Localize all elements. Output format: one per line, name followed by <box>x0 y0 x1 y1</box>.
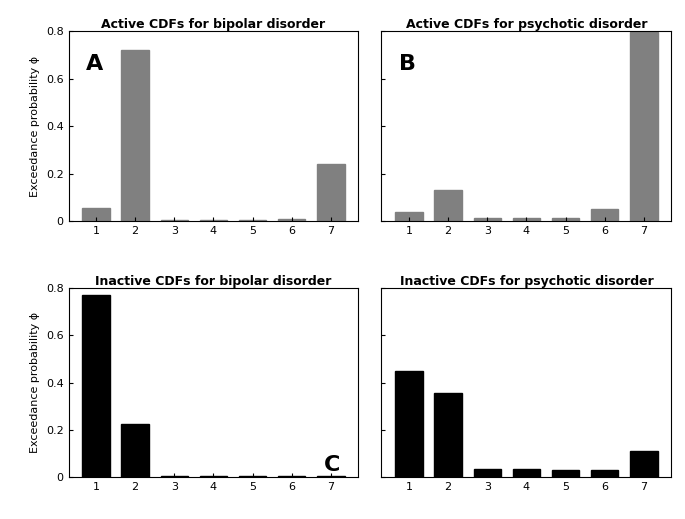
Bar <box>552 470 580 477</box>
Bar <box>395 371 423 477</box>
Y-axis label: Exceedance probability ϕ: Exceedance probability ϕ <box>30 56 40 197</box>
Bar <box>630 32 658 221</box>
Bar <box>278 476 306 477</box>
Bar <box>200 476 227 477</box>
Title: Active CDFs for psychotic disorder: Active CDFs for psychotic disorder <box>406 18 647 31</box>
Bar <box>473 218 501 221</box>
Title: Inactive CDFs for bipolar disorder: Inactive CDFs for bipolar disorder <box>95 275 332 288</box>
Bar <box>630 452 658 477</box>
Bar <box>239 476 266 477</box>
Bar <box>434 393 462 477</box>
Bar <box>512 469 540 477</box>
Bar <box>395 212 423 221</box>
Bar <box>160 220 188 221</box>
Bar <box>278 218 306 221</box>
Text: A: A <box>86 54 103 74</box>
Bar <box>82 208 110 221</box>
Bar <box>82 295 110 477</box>
Title: Inactive CDFs for psychotic disorder: Inactive CDFs for psychotic disorder <box>399 275 653 288</box>
Bar <box>434 190 462 221</box>
Text: C: C <box>323 455 340 475</box>
Text: B: B <box>399 54 416 74</box>
Bar <box>121 424 149 477</box>
Bar <box>317 164 345 221</box>
Bar <box>121 50 149 221</box>
Bar <box>473 469 501 477</box>
Text: D: D <box>636 455 655 475</box>
Bar <box>512 218 540 221</box>
Title: Active CDFs for bipolar disorder: Active CDFs for bipolar disorder <box>101 18 325 31</box>
Bar <box>591 470 619 477</box>
Bar <box>591 209 619 221</box>
Y-axis label: Exceedance probability ϕ: Exceedance probability ϕ <box>30 312 40 453</box>
Bar <box>317 476 345 477</box>
Bar <box>552 218 580 221</box>
Bar <box>160 476 188 477</box>
